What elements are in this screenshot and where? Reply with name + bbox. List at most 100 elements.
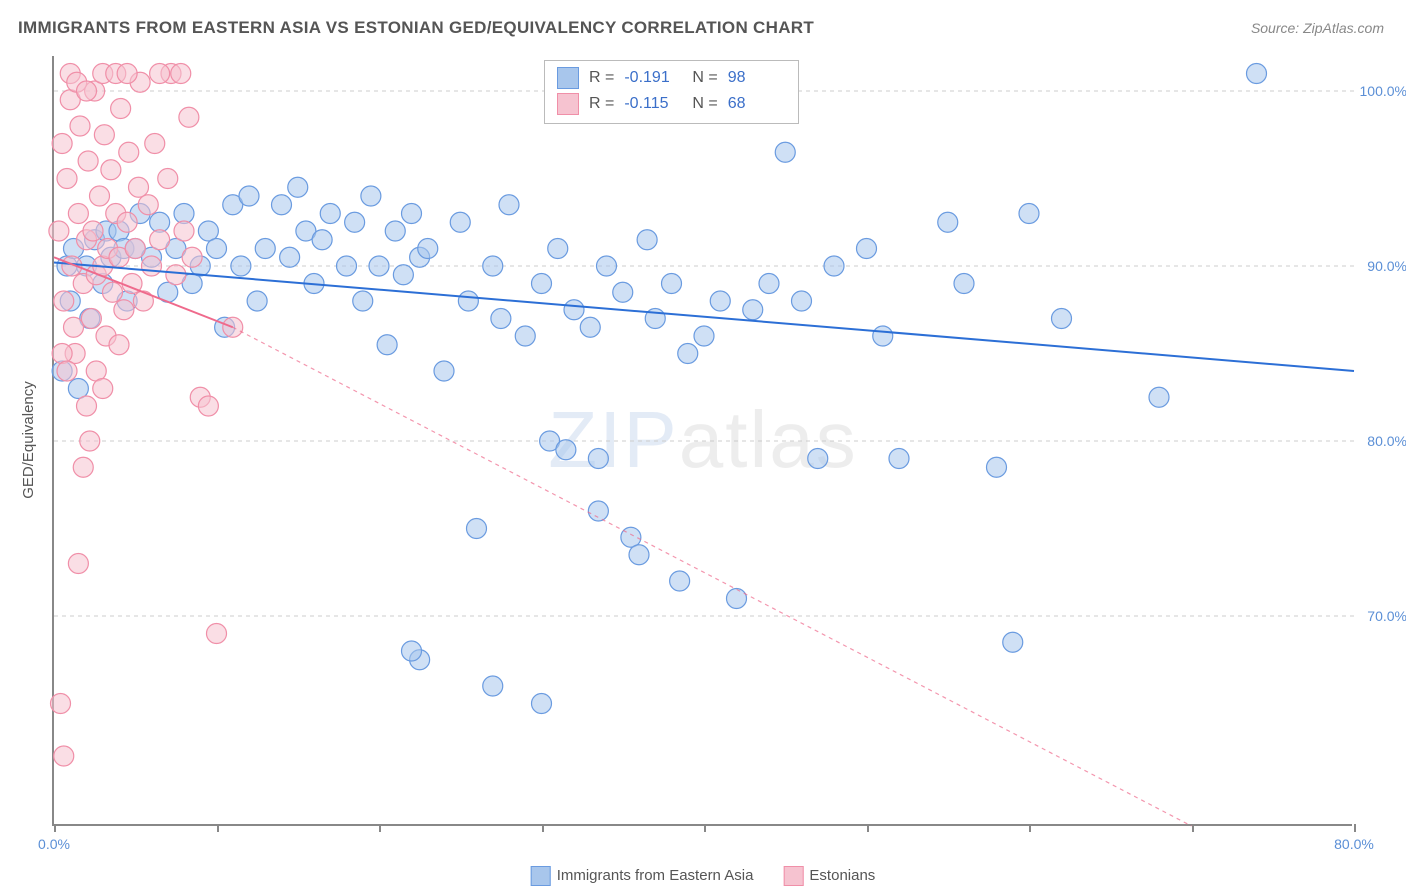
legend-label: Immigrants from Eastern Asia xyxy=(557,867,754,884)
scatter-point xyxy=(670,571,690,591)
scatter-point xyxy=(138,195,158,215)
scatter-point xyxy=(548,239,568,259)
legend-swatch xyxy=(531,866,551,886)
scatter-point xyxy=(280,247,300,267)
scatter-point xyxy=(824,256,844,276)
scatter-point xyxy=(312,230,332,250)
scatter-point xyxy=(78,151,98,171)
x-tick-label: 80.0% xyxy=(1334,836,1374,852)
y-tick-label: 90.0% xyxy=(1357,258,1406,274)
scatter-point xyxy=(111,99,131,119)
scatter-point xyxy=(727,589,747,609)
y-tick-label: 70.0% xyxy=(1357,608,1406,624)
scatter-point xyxy=(873,326,893,346)
stats-r-label: R = xyxy=(589,95,614,113)
x-tick xyxy=(1192,824,1194,832)
source-attribution: Source: ZipAtlas.com xyxy=(1251,20,1384,36)
scatter-point xyxy=(231,256,251,276)
scatter-point xyxy=(580,317,600,337)
scatter-point xyxy=(77,396,97,416)
scatter-point xyxy=(129,177,149,197)
scatter-point xyxy=(57,169,77,189)
scatter-point xyxy=(174,221,194,241)
stats-box: R = -0.191N = 98R = -0.115N = 68 xyxy=(544,60,799,124)
scatter-point xyxy=(49,221,69,241)
scatter-point xyxy=(491,309,511,329)
stats-n-value: 98 xyxy=(728,69,786,87)
y-tick-label: 80.0% xyxy=(1357,433,1406,449)
source-label: Source: xyxy=(1251,20,1303,36)
scatter-point xyxy=(588,449,608,469)
scatter-point xyxy=(564,300,584,320)
scatter-point xyxy=(145,134,165,154)
scatter-point xyxy=(255,239,275,259)
stats-r-label: R = xyxy=(589,69,614,87)
scatter-point xyxy=(182,247,202,267)
scatter-point xyxy=(369,256,389,276)
scatter-point xyxy=(57,361,77,381)
scatter-point xyxy=(385,221,405,241)
scatter-point xyxy=(759,274,779,294)
stats-swatch xyxy=(557,67,579,89)
scatter-point xyxy=(629,545,649,565)
scatter-point xyxy=(1247,64,1267,84)
scatter-point xyxy=(1052,309,1072,329)
scatter-point xyxy=(207,239,227,259)
scatter-point xyxy=(499,195,519,215)
scatter-point xyxy=(450,212,470,232)
stats-row: R = -0.191N = 98 xyxy=(557,65,786,91)
x-tick xyxy=(867,824,869,832)
scatter-point xyxy=(954,274,974,294)
scatter-point xyxy=(775,142,795,162)
scatter-point xyxy=(80,431,100,451)
x-tick xyxy=(217,824,219,832)
stats-n-value: 68 xyxy=(728,95,786,113)
scatter-point xyxy=(73,457,93,477)
plot-area: ZIPatlas R = -0.191N = 98R = -0.115N = 6… xyxy=(52,56,1352,826)
scatter-point xyxy=(710,291,730,311)
scatter-point xyxy=(64,317,84,337)
scatter-point xyxy=(77,81,97,101)
scatter-point xyxy=(272,195,292,215)
scatter-point xyxy=(119,142,139,162)
legend-item: Immigrants from Eastern Asia xyxy=(531,866,754,886)
scatter-point xyxy=(94,125,114,145)
scatter-point xyxy=(597,256,617,276)
scatter-point xyxy=(345,212,365,232)
scatter-point xyxy=(1003,632,1023,652)
regression-line-dashed xyxy=(233,327,1192,826)
scatter-point xyxy=(117,212,137,232)
scatter-point xyxy=(114,300,134,320)
scatter-point xyxy=(81,309,101,329)
scatter-point xyxy=(1149,387,1169,407)
scatter-point xyxy=(207,624,227,644)
scatter-point xyxy=(467,519,487,539)
scatter-point xyxy=(556,440,576,460)
scatter-point xyxy=(52,134,72,154)
scatter-point xyxy=(483,256,503,276)
scatter-point xyxy=(70,116,90,136)
scatter-point xyxy=(142,256,162,276)
scatter-point xyxy=(857,239,877,259)
scatter-point xyxy=(515,326,535,346)
scatter-point xyxy=(171,64,191,84)
x-tick xyxy=(54,824,56,832)
scatter-point xyxy=(418,239,438,259)
scatter-point xyxy=(247,291,267,311)
legend: Immigrants from Eastern AsiaEstonians xyxy=(531,866,876,886)
scatter-point xyxy=(51,694,71,714)
y-axis-label: GED/Equivalency xyxy=(20,381,37,499)
x-tick xyxy=(1354,824,1356,832)
scatter-points xyxy=(49,64,1267,767)
source-name: ZipAtlas.com xyxy=(1303,20,1384,36)
scatter-point xyxy=(179,107,199,127)
scatter-point xyxy=(150,230,170,250)
stats-swatch xyxy=(557,93,579,115)
scatter-point xyxy=(93,379,113,399)
x-tick xyxy=(379,824,381,832)
stats-r-value: -0.115 xyxy=(624,95,682,113)
scatter-point xyxy=(166,265,186,285)
scatter-point xyxy=(320,204,340,224)
x-tick xyxy=(1029,824,1031,832)
scatter-point xyxy=(150,64,170,84)
